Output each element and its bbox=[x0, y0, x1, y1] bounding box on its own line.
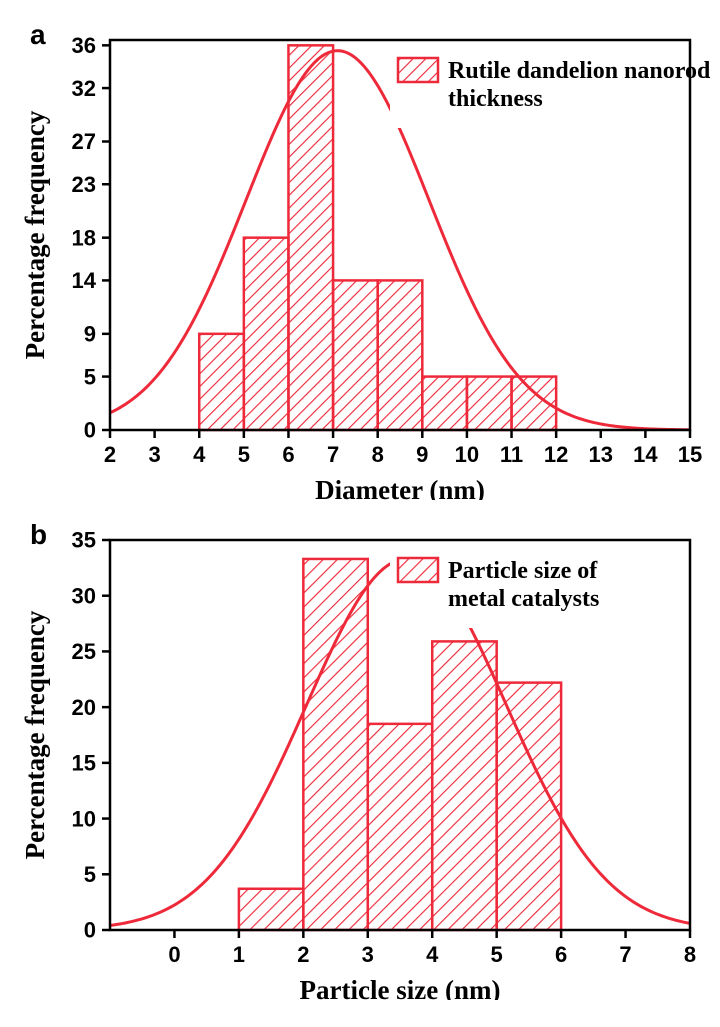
y-tick-label: 15 bbox=[72, 751, 96, 776]
y-tick-label: 20 bbox=[72, 695, 96, 720]
bar bbox=[432, 641, 496, 930]
x-tick-label: 5 bbox=[491, 942, 503, 967]
x-tick-label: 1 bbox=[233, 942, 245, 967]
bar bbox=[333, 280, 378, 430]
x-tick-label: 12 bbox=[544, 442, 568, 467]
legend-text-line2: thickness bbox=[448, 86, 543, 112]
y-tick-label: 35 bbox=[72, 528, 96, 553]
x-axis-label: Particle size (nm) bbox=[300, 975, 501, 1000]
x-tick-label: 6 bbox=[282, 442, 294, 467]
bar bbox=[378, 280, 423, 430]
bar bbox=[467, 377, 512, 430]
x-tick-label: 7 bbox=[327, 442, 339, 467]
y-tick-label: 23 bbox=[72, 172, 96, 197]
chart-b-svg: 0 1 2 3 4 5 6 7 8 0 5 10 15 20 25 30 35 Particle size (nm… bbox=[0, 500, 720, 1000]
bar bbox=[199, 334, 244, 430]
y-tick-label: 36 bbox=[72, 33, 96, 58]
y-tick-label: 25 bbox=[72, 639, 96, 664]
y-tick-label: 0 bbox=[84, 418, 96, 443]
panel-letter: a bbox=[30, 19, 46, 50]
y-axis-label: Percentage frequency bbox=[20, 110, 50, 359]
legend-text-line2: metal catalysts bbox=[448, 586, 599, 612]
bar bbox=[497, 683, 561, 930]
y-tick-label: 14 bbox=[72, 268, 97, 293]
panel-a: 23456789101112131415059141823273236Diame… bbox=[0, 0, 720, 500]
chart-a-svg: 23456789101112131415059141823273236Diame… bbox=[0, 0, 720, 500]
y-tick-label: 18 bbox=[72, 225, 96, 250]
x-tick-label: 11 bbox=[500, 442, 523, 467]
y-tick-label: 5 bbox=[84, 862, 96, 887]
y-tick-label: 9 bbox=[84, 322, 96, 347]
bar bbox=[244, 238, 289, 430]
x-tick-label: 8 bbox=[684, 942, 696, 967]
x-tick-label: 4 bbox=[426, 942, 439, 967]
x-tick-label: 0 bbox=[168, 942, 180, 967]
x-tick-label: 3 bbox=[362, 942, 374, 967]
legend-swatch bbox=[398, 58, 438, 82]
panel-b: 0 1 2 3 4 5 6 7 8 0 5 10 15 20 25 30 35 Particle size (nm… bbox=[0, 500, 720, 1000]
x-tick-label: 8 bbox=[372, 442, 384, 467]
bar bbox=[239, 889, 303, 930]
x-tick-label: 3 bbox=[148, 442, 160, 467]
panel-letter: b bbox=[30, 519, 47, 550]
x-tick-label: 4 bbox=[193, 442, 206, 467]
y-tick-label: 0 bbox=[84, 918, 96, 943]
x-tick-label: 2 bbox=[104, 442, 116, 467]
x-tick-label: 10 bbox=[455, 442, 479, 467]
x-tick-label: 7 bbox=[619, 942, 631, 967]
figure: 23456789101112131415059141823273236Diame… bbox=[0, 0, 720, 1000]
x-tick-label: 6 bbox=[555, 942, 567, 967]
x-axis-label: Diameter (nm) bbox=[315, 475, 485, 500]
y-tick-label: 10 bbox=[72, 806, 96, 831]
x-tick-label: 15 bbox=[678, 442, 702, 467]
x-tick-label: 9 bbox=[416, 442, 428, 467]
y-tick-label: 32 bbox=[72, 76, 96, 101]
x-tick-label: 14 bbox=[633, 442, 658, 467]
bar bbox=[368, 724, 432, 930]
x-tick-label: 5 bbox=[238, 442, 250, 467]
y-axis-label: Percentage frequency bbox=[20, 610, 50, 859]
legend-text-line1: Particle size of bbox=[448, 558, 598, 584]
x-tick-label: 2 bbox=[297, 942, 309, 967]
bar bbox=[288, 45, 333, 430]
bar bbox=[422, 377, 467, 430]
legend-swatch bbox=[398, 558, 438, 582]
bar bbox=[303, 559, 367, 930]
y-tick-label: 30 bbox=[72, 583, 96, 608]
x-tick-label: 13 bbox=[589, 442, 613, 467]
y-tick-label: 27 bbox=[72, 129, 96, 154]
legend-text-line1: Rutile dandelion nanorod bbox=[448, 58, 711, 84]
y-tick-label: 5 bbox=[84, 364, 96, 389]
